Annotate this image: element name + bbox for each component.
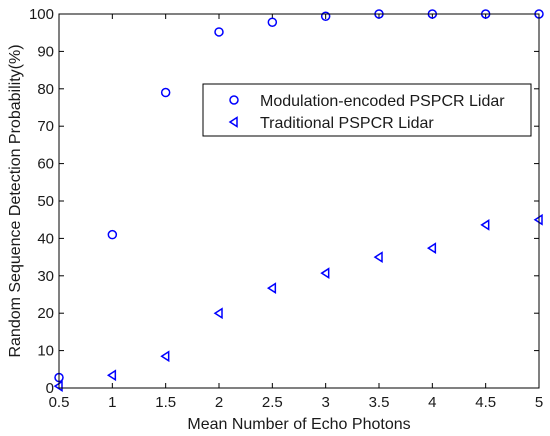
y-tick-label: 80 [37, 81, 54, 98]
x-tick-label: 3.5 [369, 394, 390, 411]
data-point-modulation [267, 17, 278, 27]
data-point-traditional [213, 307, 223, 320]
data-point-traditional [426, 242, 437, 254]
y-tick-label: 70 [37, 118, 54, 135]
y-tick-label: 60 [37, 156, 54, 173]
data-point-modulation [214, 27, 224, 37]
y-tick-label: 10 [37, 343, 54, 360]
x-tick-label: 5 [535, 394, 543, 411]
y-tick-label: 20 [37, 305, 54, 322]
data-point-modulation [160, 87, 171, 98]
y-tick-label: 100 [29, 6, 54, 23]
y-tick-label: 40 [37, 230, 54, 247]
data-point-traditional [320, 267, 330, 280]
data-point-modulation [320, 11, 331, 21]
legend-triangle-marker [228, 116, 238, 128]
legend: Modulation-encoded PSPCR Lidar Tradition… [202, 83, 532, 137]
legend-circle-marker [229, 95, 239, 105]
y-axis-label: Random Sequence Detection Probability(%) [7, 44, 24, 357]
y-tick-label: 0 [46, 380, 54, 397]
plot-area [59, 14, 539, 388]
x-tick-label: 4.5 [475, 394, 496, 411]
data-point-traditional [160, 350, 170, 363]
y-tick-label: 30 [37, 268, 54, 285]
data-point-modulation [107, 229, 118, 240]
data-point-traditional [480, 219, 490, 231]
x-axis-label: Mean Number of Echo Photons [187, 416, 410, 433]
legend-label-traditional: Traditional PSPCR Lidar [260, 115, 434, 132]
x-tick-label: 0.5 [49, 394, 70, 411]
legend-box [202, 83, 532, 137]
axis-ticks: 0.5 1 1.5 2 2.5 3 3.5 4 4.5 501020304050607080901… [29, 6, 543, 411]
data-point-traditional [266, 282, 277, 295]
plot-frame [58, 13, 540, 389]
data-point-traditional [106, 369, 117, 382]
y-tick-label: 50 [37, 193, 54, 210]
x-tick-label: 1 [108, 394, 116, 411]
x-tick-label: 2 [215, 394, 223, 411]
data-point-traditional [373, 251, 383, 263]
x-tick-label: 1.5 [155, 394, 176, 411]
x-tick-label: 4 [428, 394, 436, 411]
y-tick-label: 90 [37, 43, 54, 60]
x-tick-label: 2.5 [262, 394, 283, 411]
x-tick-label: 3 [321, 394, 329, 411]
legend-label-modulation: Modulation-encoded PSPCR Lidar [260, 93, 505, 110]
